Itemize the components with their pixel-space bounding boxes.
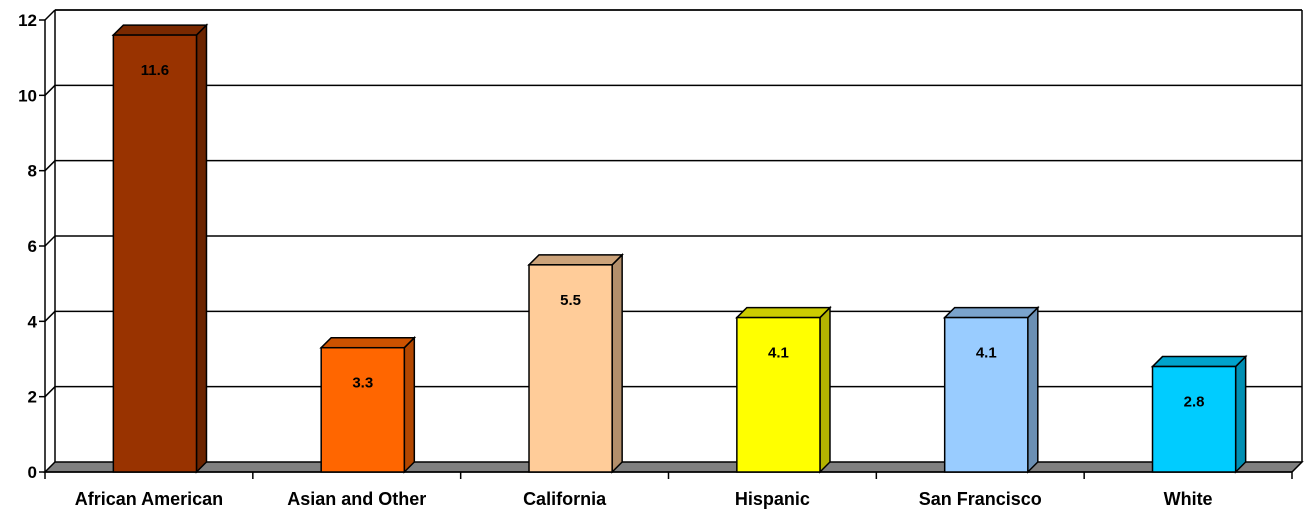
bar-top	[319, 336, 417, 349]
bar-top	[1150, 355, 1248, 368]
data-label: 11.6	[141, 62, 169, 79]
y-tick-label: 10	[18, 86, 37, 105]
x-category-label: Asian and Other	[287, 489, 426, 509]
bars	[111, 23, 1248, 474]
bar-side	[403, 335, 416, 474]
bar	[943, 316, 1029, 473]
bar	[528, 264, 613, 473]
x-category-label: Hispanic	[735, 489, 810, 509]
data-label: 2.8	[1184, 394, 1205, 411]
gridline-depth	[44, 310, 56, 322]
bar-top	[942, 306, 1040, 319]
data-label: 4.1	[976, 345, 997, 362]
bar-side	[1234, 354, 1247, 474]
bar-top	[111, 24, 209, 36]
gridline-depth	[44, 160, 56, 172]
x-category-label: California	[523, 489, 607, 509]
x-category-label: White	[1164, 489, 1213, 509]
labels: 0 2 4 6 8 10 12 11.6 African American 3.3 Asian an…	[18, 11, 1213, 509]
y-tick-label: 0	[28, 463, 37, 482]
bar-side	[819, 305, 831, 474]
x-category-label: San Francisco	[919, 489, 1042, 509]
bar-side	[195, 23, 208, 474]
bar-side	[1027, 305, 1039, 474]
y-tick-label: 2	[28, 388, 37, 407]
y-tick-label: 4	[28, 312, 38, 331]
bar	[1151, 365, 1237, 473]
y-tick-label: 12	[18, 11, 37, 30]
bar	[112, 34, 198, 473]
axes	[39, 9, 1304, 479]
gridline-depth	[44, 235, 56, 247]
y-tick-label: 8	[28, 162, 37, 181]
bar	[320, 346, 406, 473]
gridline-depth	[44, 84, 56, 96]
x-category-label: African American	[75, 489, 223, 509]
gridline-depth	[44, 9, 56, 21]
bar-top	[735, 306, 832, 319]
bar	[736, 316, 821, 473]
gridlines	[44, 9, 1302, 398]
data-label: 3.3	[352, 375, 373, 392]
bar-top	[527, 254, 624, 266]
data-label: 4.1	[768, 345, 789, 362]
data-label: 5.5	[560, 292, 581, 309]
y-tick-label: 6	[28, 237, 37, 256]
gridline-depth	[44, 386, 56, 398]
bar-side	[611, 253, 623, 474]
floor	[43, 461, 1304, 473]
